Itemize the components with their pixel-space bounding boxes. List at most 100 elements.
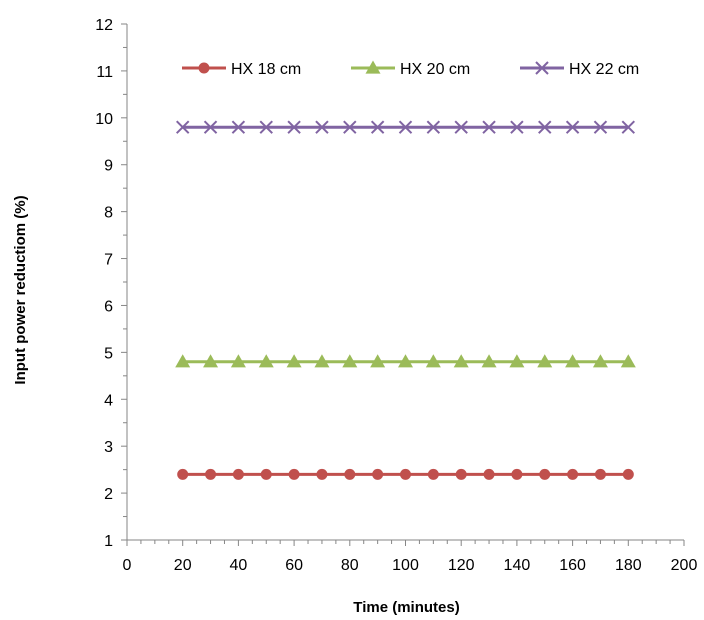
y-tick-label: 10	[95, 111, 113, 128]
data-point	[230, 354, 246, 368]
series-hx-22-cm	[175, 120, 636, 134]
data-point	[203, 120, 218, 134]
y-tick-label: 1	[104, 533, 113, 550]
x-tick-label: 60	[285, 557, 303, 574]
marker-stroke	[259, 120, 273, 134]
data-point	[482, 120, 496, 134]
y-tick-label: 11	[96, 64, 113, 81]
data-point	[511, 468, 523, 480]
data-point	[288, 468, 300, 480]
marker-stroke	[535, 61, 549, 75]
marker-stroke	[538, 120, 552, 134]
marker-stroke	[593, 120, 608, 134]
y-tick-label: 7	[104, 252, 113, 269]
data-point	[455, 468, 467, 480]
data-point	[426, 120, 441, 134]
data-point	[231, 120, 246, 134]
marker-stroke	[621, 120, 636, 134]
y-tick-label: 8	[104, 205, 113, 222]
marker-stroke	[315, 120, 329, 134]
marker-stroke	[426, 120, 441, 134]
data-point	[565, 354, 581, 368]
data-point	[287, 120, 301, 134]
axes	[121, 23, 685, 546]
y-tick-label: 12	[95, 17, 113, 34]
y-tick-label: 2	[104, 486, 113, 503]
y-tick-label: 6	[104, 298, 113, 315]
legend-label: HX 18 cm	[231, 61, 301, 78]
data-point	[203, 354, 219, 368]
y-tick-label: 5	[104, 345, 113, 362]
legend-label: HX 20 cm	[400, 61, 470, 78]
data-point	[509, 354, 525, 368]
data-point	[427, 468, 439, 480]
legend-marker	[535, 61, 549, 75]
data-point	[177, 468, 189, 480]
marker-stroke	[565, 120, 580, 134]
legend-item-hx-22-cm: HX 22 cm	[520, 61, 639, 78]
series-lines	[175, 120, 636, 480]
data-point	[205, 468, 217, 480]
data-point	[593, 120, 608, 134]
data-point	[592, 354, 608, 368]
x-tick-label: 40	[230, 557, 248, 574]
data-point	[622, 468, 634, 480]
data-point	[315, 120, 329, 134]
marker-stroke	[482, 120, 496, 134]
legend-marker	[365, 60, 381, 74]
data-point	[342, 354, 358, 368]
legend: HX 18 cm HX 20 cm HX 22 cm	[182, 60, 639, 78]
marker-stroke	[203, 120, 218, 134]
x-tick-label: 100	[392, 557, 419, 574]
y-tick-label: 9	[104, 158, 113, 175]
x-axis-title: Time (minutes)	[353, 599, 459, 615]
data-point	[483, 468, 495, 480]
data-point	[260, 468, 272, 480]
data-point	[314, 354, 330, 368]
data-point	[510, 120, 524, 134]
data-point	[175, 120, 190, 134]
data-point	[344, 468, 356, 480]
legend-item-hx-20-cm: HX 20 cm	[351, 60, 470, 78]
data-point	[425, 354, 441, 368]
marker-stroke	[175, 120, 190, 134]
y-tick-label: 4	[104, 392, 113, 409]
data-point	[370, 120, 385, 134]
data-point	[372, 468, 384, 480]
x-tick-label: 180	[615, 557, 642, 574]
data-point	[316, 468, 328, 480]
legend-label: HX 22 cm	[569, 61, 639, 78]
marker-stroke	[370, 120, 385, 134]
data-point	[539, 468, 551, 480]
data-point	[232, 468, 244, 480]
data-point	[620, 354, 636, 368]
y-tick-label: 3	[104, 439, 113, 456]
x-tick-label: 120	[448, 557, 475, 574]
data-point	[286, 354, 302, 368]
data-point	[567, 468, 579, 480]
data-point	[259, 120, 273, 134]
data-point	[175, 354, 191, 368]
data-point	[343, 120, 357, 134]
legend-marker	[198, 62, 210, 74]
y-axis-title: Input power reductiom (%)	[12, 195, 29, 384]
marker-stroke	[398, 120, 413, 134]
data-point	[621, 120, 636, 134]
series-hx-20-cm	[175, 354, 636, 368]
x-tick-label: 160	[559, 557, 586, 574]
data-point	[538, 120, 552, 134]
data-point	[565, 120, 580, 134]
legend-item-hx-18-cm: HX 18 cm	[182, 61, 301, 78]
marker-stroke	[510, 120, 524, 134]
data-point	[537, 354, 553, 368]
data-point	[400, 468, 411, 480]
x-tick-label: 80	[341, 557, 359, 574]
data-point	[398, 120, 413, 134]
data-point	[398, 354, 413, 368]
data-point	[481, 354, 497, 368]
x-tick-label: 20	[174, 557, 192, 574]
data-point	[258, 354, 274, 368]
